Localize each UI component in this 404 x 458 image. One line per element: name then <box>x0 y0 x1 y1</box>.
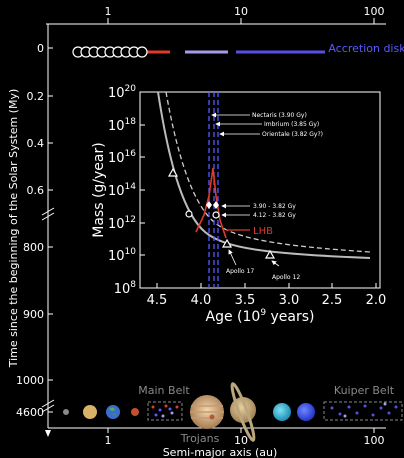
bottom-tick-1: 1 <box>105 434 112 447</box>
imbrium-label: Imbrium (3.85 Gy) <box>264 121 319 128</box>
circle-marker-left <box>186 211 192 217</box>
y-tick-1e8: 108 <box>114 280 137 297</box>
left-tick-0.2: 0.2 <box>27 90 45 103</box>
accretion-row: Accretion disk <box>73 42 404 57</box>
left-tick-0.4: 0.4 <box>27 137 45 150</box>
planetesimal-circles <box>73 47 147 57</box>
inset-plot: 1020 1018 1016 1014 1012 1010 108 4.5 4.… <box>91 84 386 325</box>
inset-ylabel: Mass (g/year) <box>91 142 107 237</box>
orientale-label: Orientale (3.82 Gy?) <box>262 131 323 138</box>
main-belt-dots <box>152 405 179 418</box>
apollo17-label: Apollo 17 <box>226 268 254 275</box>
left-tick-800: 800 <box>23 241 44 254</box>
x-tick-4.0: 4.0 <box>191 293 212 308</box>
mars-planet <box>131 408 139 416</box>
mercury-planet <box>63 409 69 415</box>
top-tick-10: 10 <box>234 5 248 18</box>
top-tick-1: 1 <box>105 5 112 18</box>
trojans-label: Trojans <box>180 432 220 445</box>
range-4.12-3.82-label: 4.12 - 3.82 Gy <box>253 212 296 219</box>
left-tick-0.6: 0.6 <box>27 184 45 197</box>
accretion-disk-text: Accretion disk <box>328 42 404 55</box>
y-tick-1e12: 1012 <box>108 215 136 232</box>
main-belt-box <box>148 402 182 420</box>
inset-xlabel: Age (109 years) <box>206 308 315 325</box>
left-tick-1000: 1000 <box>16 374 44 387</box>
top-axis: 1 10 100 <box>46 5 386 24</box>
left-tick-4600: 4600 <box>16 406 44 419</box>
uranus-planet <box>273 403 291 421</box>
nectaris-label: Nectaris (3.90 Gy) <box>252 112 307 119</box>
earth-planet <box>106 405 120 419</box>
x-tick-3.5: 3.5 <box>235 293 256 308</box>
x-tick-4.5: 4.5 <box>147 293 168 308</box>
apollo12-label: Apollo 12 <box>272 274 300 281</box>
x-tick-2.0: 2.0 <box>366 293 387 308</box>
left-axis-label: Time since the beginning of the Solar Sy… <box>7 89 20 369</box>
present-solar-system: Main Belt Kuiper Belt Trojans <box>63 382 402 445</box>
neptune-planet <box>297 403 315 421</box>
x-tick-2.5: 2.5 <box>322 293 343 308</box>
y-tick-1e16: 1016 <box>108 149 136 166</box>
bottom-tick-100: 100 <box>364 434 385 447</box>
y-tick-1e18: 1018 <box>108 117 136 134</box>
lhb-label: LHB <box>253 226 273 237</box>
bottom-axis-label: Semi-major axis (au) <box>163 446 278 458</box>
left-tick-900: 900 <box>23 308 44 321</box>
left-tick-0: 0 <box>37 42 44 55</box>
left-axis: 0 0.2 0.4 0.6 800 900 1000 4600 Time sin… <box>7 24 54 428</box>
range-3.90-3.82-label: 3.90 - 3.82 Gy <box>253 203 296 210</box>
y-tick-1e10: 1010 <box>108 247 136 264</box>
x-tick-3.0: 3.0 <box>279 293 300 308</box>
kuiper-belt-label: Kuiper Belt <box>334 384 395 397</box>
kuiper-belt-box <box>324 402 402 420</box>
kuiper-belt-dots <box>331 403 398 418</box>
top-tick-100: 100 <box>364 5 385 18</box>
y-tick-1e14: 1014 <box>108 182 136 199</box>
y-tick-1e20: 1020 <box>108 84 136 101</box>
venus-planet <box>83 405 97 419</box>
accretion-disk-label: Accretion disk <box>328 42 404 55</box>
main-belt-label: Main Belt <box>138 384 190 397</box>
circle-marker-mid <box>213 212 219 218</box>
